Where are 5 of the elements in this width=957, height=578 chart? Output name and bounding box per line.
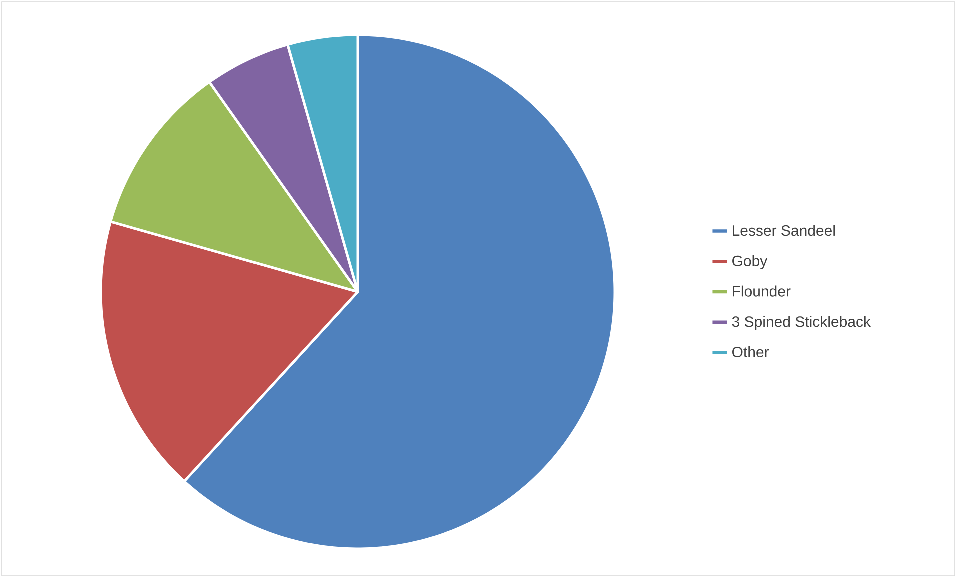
legend-label: Other: [732, 346, 770, 358]
legend-label: Lesser Sandeel: [733, 225, 835, 236]
legend-label: Flounder: [733, 286, 791, 297]
legend-label: Goby: [732, 255, 768, 270]
legend-label: 3 Spined Stickleback: [732, 316, 872, 330]
